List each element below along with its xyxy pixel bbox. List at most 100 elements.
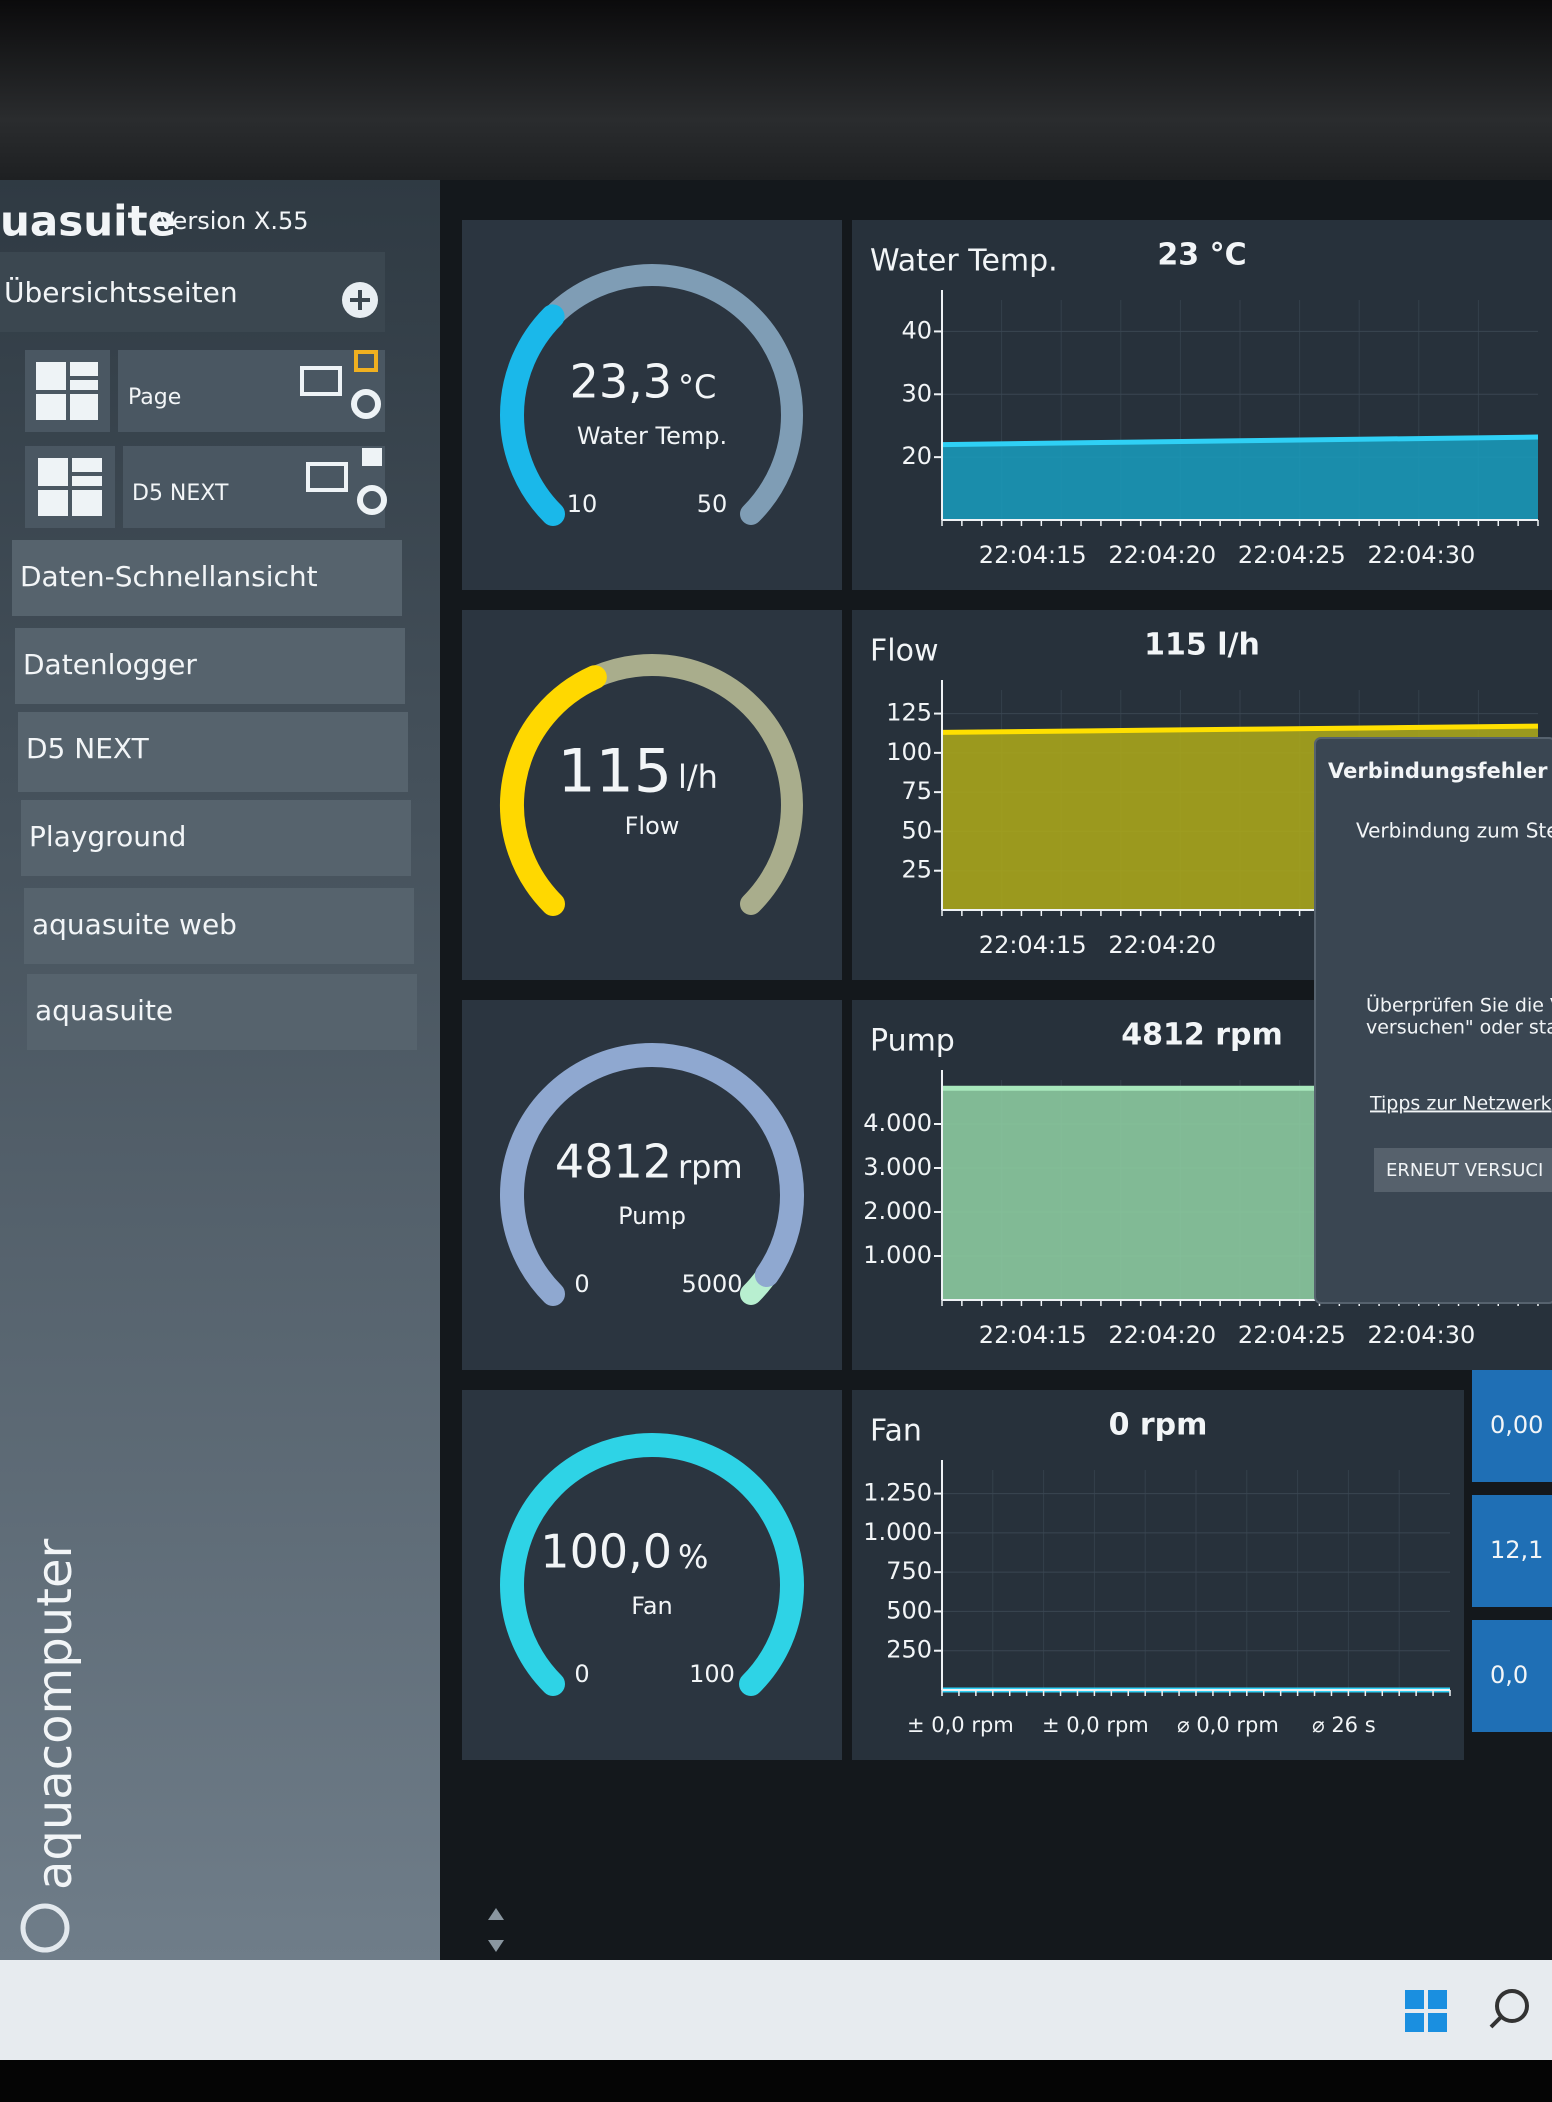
y-tick-label: 500	[886, 1596, 932, 1624]
gauge-value: 100,0	[540, 1525, 672, 1579]
menu-item[interactable]	[24, 888, 414, 964]
menu-label: Playground	[29, 820, 186, 853]
start-button[interactable]	[1405, 1990, 1447, 2032]
section-bar	[0, 252, 385, 332]
menu-label: aquasuite web	[32, 908, 237, 941]
monitor-icon	[300, 366, 342, 396]
chart-line	[941, 434, 1539, 448]
y-tick-label: 750	[886, 1557, 932, 1585]
value-tile[interactable]	[1472, 1495, 1552, 1607]
y-tick-label: 1.000	[863, 1241, 932, 1269]
search-button[interactable]	[1495, 1989, 1529, 2023]
menu-item[interactable]	[21, 800, 411, 876]
page-label: D5 NEXT	[132, 481, 229, 506]
page-row[interactable]: D5 NEXT	[25, 446, 387, 528]
x-tick-label: 22:04:20	[1108, 931, 1216, 959]
gauge-min: 10	[567, 490, 598, 518]
value-tile[interactable]	[1472, 1620, 1552, 1732]
gauge-value-arc	[500, 1043, 804, 1306]
scroll-arrows[interactable]	[488, 1908, 504, 1952]
chart-current: 23 °C	[1157, 238, 1246, 273]
gauge-max: 100	[689, 1660, 735, 1688]
chart-stat: ⌀ 26 s	[1312, 1713, 1376, 1737]
chart-current: 0 rpm	[1109, 1408, 1208, 1443]
gauge-value-arc	[500, 304, 566, 526]
x-tick-label: 22:04:20	[1108, 541, 1216, 569]
chart-title: Water Temp.	[870, 244, 1058, 279]
y-tick-label: 25	[901, 856, 932, 884]
section-title: Übersichtsseiten	[4, 275, 238, 309]
y-tick-label: 3.000	[863, 1153, 932, 1181]
app-version: Version X.55	[158, 207, 309, 235]
layout-icon	[38, 458, 102, 516]
x-tick-label: 22:04:30	[1367, 1321, 1475, 1349]
x-tick-label: 22:04:25	[1238, 1321, 1346, 1349]
y-tick-label: 4.000	[863, 1109, 932, 1137]
dialog-title: Verbindungsfehler	[1328, 759, 1548, 783]
gauge-value-arc	[500, 665, 607, 916]
gauge-min: 0	[574, 1270, 589, 1298]
monitor-icon	[306, 462, 348, 492]
y-tick-label: 2.000	[863, 1197, 932, 1225]
menu-item[interactable]	[15, 628, 405, 704]
y-tick-label: 100	[886, 738, 932, 766]
chart-area	[942, 437, 1538, 520]
chart-stat: ⌀ 0,0 rpm	[1177, 1713, 1279, 1737]
x-tick-label: 22:04:30	[1367, 541, 1475, 569]
gauge-value: 4812	[555, 1135, 672, 1189]
value-tile-label: 0,0	[1490, 1661, 1528, 1689]
menu: Daten-Schnellansicht Datenlogger D5 NEXT Pl…	[12, 540, 417, 1050]
menu-label: D5 NEXT	[26, 732, 150, 765]
x-tick-label: 22:04:15	[979, 931, 1087, 959]
add-icon	[350, 290, 370, 310]
bezel	[0, 0, 1552, 200]
menu-item[interactable]	[12, 540, 402, 616]
search-handle	[1489, 2015, 1503, 2029]
y-tick-label: 30	[901, 379, 932, 407]
chart-title: Fan	[870, 1414, 922, 1449]
menu-label: aquasuite	[35, 994, 173, 1027]
y-tick-label: 1.250	[863, 1479, 932, 1507]
gauge-unit: °C	[678, 368, 716, 406]
chart-current: 115 l/h	[1144, 628, 1260, 663]
settings-icon[interactable]	[351, 389, 381, 419]
menu-item[interactable]	[27, 974, 417, 1050]
retry-button[interactable]	[1374, 1148, 1552, 1192]
dialog-hint: Überprüfen Sie die V	[1366, 994, 1552, 1017]
dialog-hint: versuchen" oder sta	[1366, 1017, 1552, 1039]
menu-label: Datenlogger	[23, 648, 197, 681]
y-tick-label: 75	[901, 777, 932, 805]
x-tick-label: 22:04:15	[979, 1321, 1087, 1349]
y-tick-label: 20	[901, 442, 932, 470]
settings-icon[interactable]	[357, 485, 387, 515]
gauge-name: Pump	[618, 1202, 686, 1230]
retry-label: ERNEUT VERSUCI	[1386, 1160, 1543, 1181]
value-tile-label: 12,1	[1490, 1536, 1543, 1564]
gauge-max: 50	[697, 490, 728, 518]
x-tick-label: 22:04:15	[979, 541, 1087, 569]
lock-icon	[354, 350, 378, 372]
value-tile[interactable]	[1472, 1370, 1552, 1482]
chart-tile	[852, 220, 1552, 590]
gauge-value-arc	[500, 1433, 804, 1696]
gauge-unit: rpm	[678, 1148, 743, 1186]
dialog-link[interactable]: Tipps zur Netzwerk	[1369, 1093, 1552, 1115]
app-title: uasuite	[0, 197, 176, 246]
page-label: Page	[128, 385, 181, 410]
chart-title: Flow	[870, 634, 938, 669]
gauge-name: Water Temp.	[577, 422, 727, 450]
chart-current: 4812 rpm	[1121, 1018, 1282, 1053]
x-tick-label: 22:04:20	[1108, 1321, 1216, 1349]
y-tick-label: 125	[886, 699, 932, 727]
chart-stat: ± 0,0 rpm	[907, 1713, 1014, 1737]
x-tick-label: 22:04:25	[1238, 541, 1346, 569]
gauge-name: Flow	[625, 812, 680, 840]
menu-item[interactable]	[18, 712, 408, 792]
menu-label: Daten-Schnellansicht	[20, 560, 318, 593]
dashboard: 23,3 °C Water Temp. 10 50 115 l/h Flow 4812 rpm Pu…	[462, 220, 1552, 1760]
page-row[interactable]: Page	[25, 350, 385, 432]
chart-title: Pump	[870, 1024, 955, 1059]
brand: aquacomputer	[27, 1539, 83, 1890]
value-tiles: 0,00 . 12,1 0,0	[1472, 1370, 1552, 1732]
